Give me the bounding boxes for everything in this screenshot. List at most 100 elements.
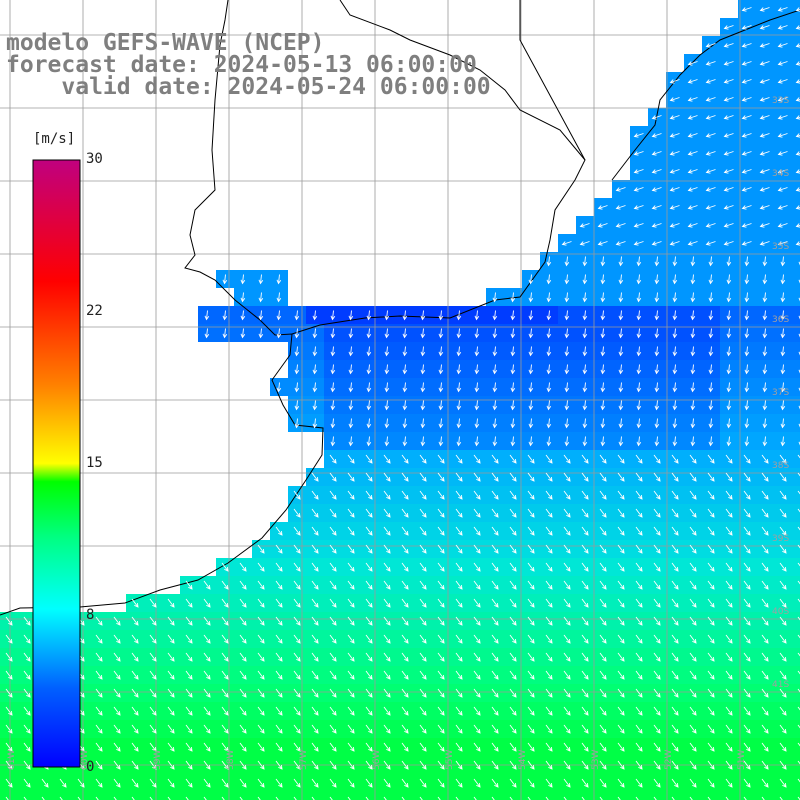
coastline xyxy=(0,0,324,616)
wind-arrow xyxy=(708,310,714,321)
wind-arrow xyxy=(759,115,770,120)
wind-arrow xyxy=(222,274,228,285)
ocean-cell xyxy=(792,684,800,702)
wind-arrow xyxy=(761,742,769,752)
wind-arrow xyxy=(672,346,678,357)
wind-arrow xyxy=(633,205,644,210)
wind-arrow xyxy=(798,369,800,374)
wind-arrow xyxy=(203,760,211,770)
wind-arrow xyxy=(528,364,534,375)
wind-arrow xyxy=(581,688,589,698)
wind-arrow xyxy=(366,436,372,447)
wind-arrow xyxy=(527,742,535,752)
wind-arrow xyxy=(5,652,13,662)
wind-arrow xyxy=(672,364,678,375)
wind-arrow xyxy=(221,796,225,800)
wind-arrow xyxy=(635,526,643,536)
wind-arrow xyxy=(329,580,337,590)
wind-arrow xyxy=(419,634,427,644)
wind-arrow xyxy=(95,706,103,716)
wind-arrow xyxy=(744,310,750,321)
wind-arrow xyxy=(633,241,644,246)
wind-arrow xyxy=(777,115,788,120)
wind-arrow xyxy=(635,670,643,680)
wind-arrow xyxy=(707,544,715,554)
wind-arrow xyxy=(203,724,211,734)
wind-arrow xyxy=(759,133,770,138)
brazil-border xyxy=(519,0,586,161)
wind-arrow xyxy=(131,706,139,716)
wind-arrow xyxy=(402,310,408,321)
wind-arrow xyxy=(257,742,265,752)
wind-arrow xyxy=(167,598,175,608)
wind-arrow xyxy=(705,205,716,210)
wind-arrow xyxy=(473,670,481,680)
wind-arrow xyxy=(599,778,607,788)
wind-arrow xyxy=(384,418,390,429)
wind-arrow xyxy=(455,724,463,734)
wind-arrow xyxy=(563,562,571,572)
wind-arrow xyxy=(509,598,517,608)
wind-arrow xyxy=(437,544,445,554)
wind-arrow xyxy=(795,97,800,102)
wind-arrow xyxy=(239,634,247,644)
wind-arrow xyxy=(690,346,696,357)
ocean-cell xyxy=(162,792,180,800)
wind-arrow xyxy=(131,670,139,680)
wind-arrow xyxy=(437,580,445,590)
wind-arrow xyxy=(474,364,480,375)
wind-arrow xyxy=(113,796,117,800)
wind-arrow xyxy=(744,328,750,339)
wind-arrow xyxy=(456,436,462,447)
wind-arrow xyxy=(167,688,175,698)
ocean-cell xyxy=(756,792,774,800)
ocean-cell xyxy=(792,126,800,144)
wind-arrow xyxy=(239,580,247,590)
wind-arrow xyxy=(23,724,31,734)
wind-arrow xyxy=(672,382,678,393)
wind-arrow xyxy=(456,418,462,429)
wind-arrow xyxy=(651,133,662,138)
wind-arrow xyxy=(689,760,697,770)
wind-arrow xyxy=(687,169,698,174)
wind-arrow xyxy=(545,652,553,662)
wind-arrow xyxy=(797,508,800,513)
wind-arrow xyxy=(795,223,800,228)
wind-arrow xyxy=(131,742,139,752)
wind-arrow xyxy=(383,472,391,482)
wind-arrow xyxy=(167,670,175,680)
wind-arrow xyxy=(563,526,571,536)
wind-arrow xyxy=(510,418,516,429)
wind-arrow xyxy=(491,580,499,590)
wind-arrow xyxy=(149,688,157,698)
wind-arrow xyxy=(527,508,535,518)
wind-arrow xyxy=(581,670,589,680)
wind-arrow xyxy=(705,187,716,192)
wind-arrow xyxy=(708,346,714,357)
wind-arrow xyxy=(311,706,319,716)
wind-arrow xyxy=(635,580,643,590)
wind-arrow xyxy=(239,670,247,680)
wind-arrow xyxy=(401,616,409,626)
wind-arrow xyxy=(528,328,534,339)
ocean-cell xyxy=(792,630,800,648)
ocean-cell xyxy=(126,792,144,800)
wind-arrow xyxy=(473,616,481,626)
wind-arrow xyxy=(615,205,626,210)
wind-arrow xyxy=(777,25,788,30)
wind-arrow xyxy=(635,544,643,554)
wind-arrow xyxy=(671,562,679,572)
wind-arrow xyxy=(723,25,734,30)
wind-arrow xyxy=(744,418,750,429)
wind-arrow xyxy=(509,634,517,644)
wind-arrow xyxy=(617,652,625,662)
wind-arrow xyxy=(564,400,570,411)
wind-arrow xyxy=(167,796,171,800)
wind-arrow xyxy=(779,778,787,788)
wind-arrow xyxy=(366,310,372,321)
wind-arrow xyxy=(347,490,355,500)
wind-arrow xyxy=(615,223,626,228)
wind-arrow xyxy=(329,670,337,680)
wind-arrow xyxy=(741,115,752,120)
wind-arrow xyxy=(707,508,715,518)
